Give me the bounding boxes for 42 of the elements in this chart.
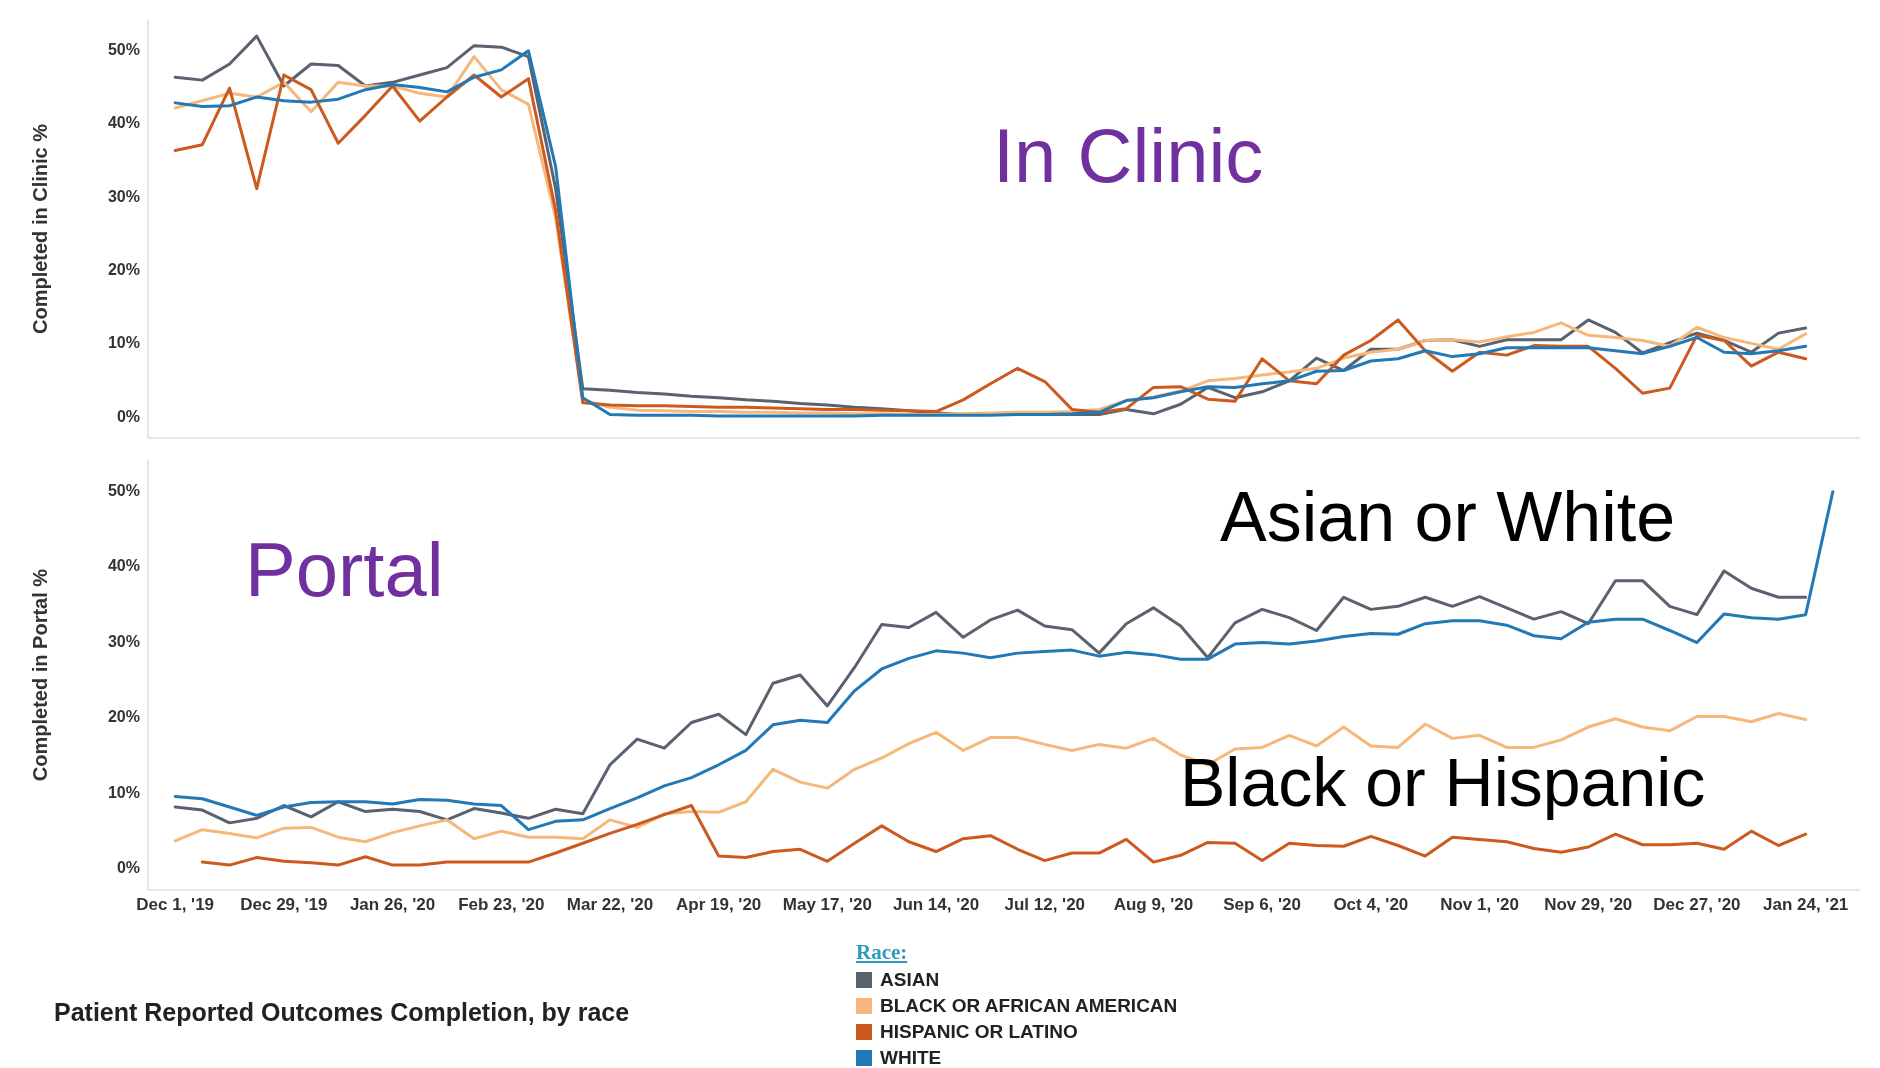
y-tick-label: 30% xyxy=(107,632,140,650)
x-tick-label: Oct 4, '20 xyxy=(1333,895,1409,915)
x-tick-label: Mar 22, '20 xyxy=(566,895,654,915)
y-tick-label: 10% xyxy=(107,783,140,801)
x-tick-label: Jan 26, '20 xyxy=(349,895,436,915)
x-tick-label: Apr 19, '20 xyxy=(676,895,762,915)
legend-label: WHITE xyxy=(880,1047,942,1068)
x-tick-label: Dec 29, '19 xyxy=(240,895,328,915)
annotation: Asian or White xyxy=(1220,478,1676,556)
legend-label: BLACK OR AFRICAN AMERICAN xyxy=(880,995,1178,1017)
line-series xyxy=(173,490,1835,832)
y-tick-label: 0% xyxy=(116,859,140,877)
x-tick-label: Jul 12, '20 xyxy=(1004,895,1086,915)
legend-label: HISPANIC OR LATINO xyxy=(880,1021,1078,1043)
x-tick-label: Feb 23, '20 xyxy=(458,895,545,915)
x-tick-label: Dec 27, '20 xyxy=(1653,895,1741,915)
x-tick-label: Jun 14, '20 xyxy=(892,895,980,915)
x-tick-label: Sep 6, '20 xyxy=(1223,895,1302,915)
y-tick-label: 50% xyxy=(107,481,140,499)
annotation: Black or Hispanic xyxy=(1180,744,1706,820)
y-axis-title: Completed in Portal % xyxy=(29,568,52,782)
x-tick-label: Nov 1, '20 xyxy=(1440,895,1519,915)
x-tick-label: Nov 29, '20 xyxy=(1544,895,1633,915)
y-tick-label: 40% xyxy=(107,114,140,132)
legend-title: Race: xyxy=(856,940,909,965)
y-tick-label: 20% xyxy=(107,261,140,279)
line-series xyxy=(173,711,1808,844)
legend-label: ASIAN xyxy=(880,969,940,991)
x-tick-label: May 17, '20 xyxy=(782,895,872,915)
text: Patient Reported Outcomes Completion, by race xyxy=(54,998,630,1027)
y-tick-label: 50% xyxy=(107,41,140,59)
annotation: Portal xyxy=(245,527,444,612)
y-tick-label: 20% xyxy=(107,708,140,726)
y-tick-label: 10% xyxy=(107,334,140,352)
y-tick-label: 30% xyxy=(107,187,140,205)
annotation: In Clinic xyxy=(993,113,1264,198)
x-tick-label: Aug 9, '20 xyxy=(1113,895,1194,915)
x-tick-label: Jan 24, '21 xyxy=(1762,895,1849,915)
x-tick-label: Dec 1, '19 xyxy=(136,895,215,915)
y-tick-label: 0% xyxy=(116,407,140,425)
y-tick-label: 40% xyxy=(107,557,140,575)
y-axis-title: Completed in Clinic % xyxy=(29,123,52,335)
